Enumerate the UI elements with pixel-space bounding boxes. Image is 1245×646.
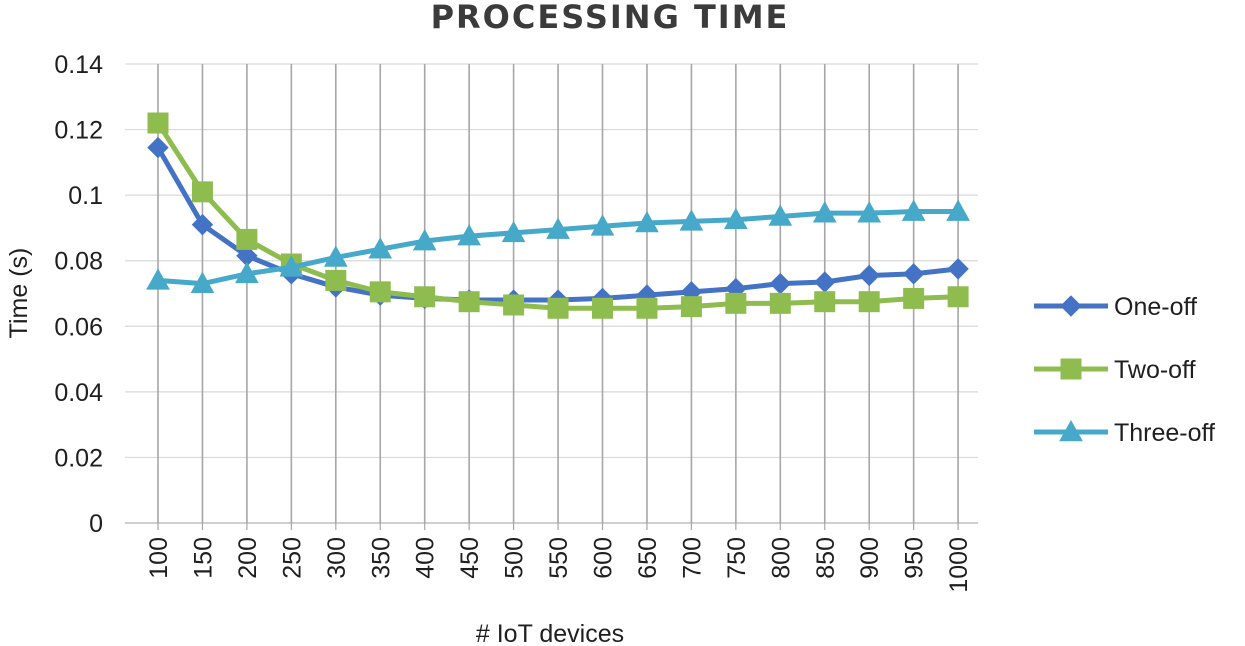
y-axis-tick-labels: 0 0.02 0.04 0.06 0.08 0.1 0.12 0.14 bbox=[54, 51, 103, 538]
data-point-three-off bbox=[323, 245, 348, 267]
x-tick-label: 850 bbox=[812, 537, 840, 579]
x-tick-label: 300 bbox=[323, 537, 351, 579]
data-point-two-off bbox=[236, 228, 258, 250]
x-tick-label: 400 bbox=[412, 537, 440, 579]
x-axis-title: # IoT devices bbox=[476, 620, 624, 646]
y-tick-label: 0.1 bbox=[68, 182, 103, 210]
legend: One-off Two-off Three-off bbox=[1034, 293, 1215, 447]
legend-label-two-off: Two-off bbox=[1114, 356, 1196, 384]
data-point-three-off bbox=[457, 224, 481, 246]
data-point-one-off bbox=[147, 136, 169, 159]
data-point-two-off bbox=[680, 296, 702, 318]
data-point-one-off bbox=[858, 264, 880, 287]
data-point-three-off bbox=[812, 201, 837, 223]
y-tick-label: 0.12 bbox=[54, 117, 103, 145]
legend-marker-one-off bbox=[1060, 295, 1082, 317]
data-point-three-off bbox=[901, 199, 926, 221]
data-point-one-off bbox=[947, 258, 969, 280]
y-tick-label: 0.02 bbox=[54, 444, 103, 472]
data-point-three-off bbox=[768, 204, 793, 226]
data-point-three-off bbox=[724, 207, 748, 230]
data-point-three-off bbox=[190, 271, 215, 293]
legend-marker-two-off bbox=[1060, 358, 1082, 380]
data-point-three-off bbox=[235, 261, 259, 284]
data-point-three-off bbox=[679, 209, 704, 231]
data-point-one-off bbox=[814, 271, 836, 293]
data-point-two-off bbox=[325, 269, 347, 291]
data-point-three-off bbox=[946, 199, 970, 221]
data-point-three-off bbox=[368, 237, 393, 259]
x-tick-label: 100 bbox=[145, 537, 173, 579]
data-point-two-off bbox=[947, 286, 969, 308]
legend-label-three-off: Three-off bbox=[1114, 419, 1215, 447]
data-point-two-off bbox=[503, 294, 525, 316]
data-point-one-off bbox=[769, 272, 792, 295]
data-point-two-off bbox=[636, 297, 658, 319]
x-tick-label: 900 bbox=[856, 537, 884, 579]
data-point-two-off bbox=[458, 291, 480, 313]
x-tick-label: 350 bbox=[367, 537, 395, 579]
x-tick-label: 600 bbox=[590, 537, 618, 579]
legend-marker-three-off bbox=[1059, 419, 1083, 442]
x-tick-label: 200 bbox=[234, 537, 262, 579]
x-tick-label: 450 bbox=[456, 537, 484, 579]
x-tick-label: 250 bbox=[278, 537, 306, 579]
data-point-two-off bbox=[725, 292, 747, 314]
data-point-three-off bbox=[279, 255, 304, 277]
data-point-two-off bbox=[547, 297, 569, 319]
data-point-two-off bbox=[903, 287, 925, 309]
x-tick-label: 800 bbox=[767, 537, 795, 579]
data-point-one-off bbox=[191, 213, 214, 236]
data-point-two-off bbox=[858, 291, 880, 313]
x-tick-label: 150 bbox=[189, 537, 217, 579]
y-tick-label: 0.04 bbox=[54, 379, 103, 407]
x-tick-label: 950 bbox=[901, 537, 929, 579]
data-point-three-off bbox=[635, 210, 659, 233]
y-tick-label: 0 bbox=[89, 510, 103, 538]
data-point-three-off bbox=[412, 229, 437, 251]
y-tick-label: 0.14 bbox=[54, 51, 103, 79]
x-tick-label: 750 bbox=[723, 537, 751, 579]
x-tick-label: 550 bbox=[545, 537, 573, 579]
y-tick-label: 0.06 bbox=[54, 313, 103, 341]
data-point-three-off bbox=[146, 268, 170, 290]
data-point-two-off bbox=[414, 286, 436, 308]
y-tick-label: 0.08 bbox=[54, 248, 103, 276]
data-point-three-off bbox=[857, 201, 882, 223]
data-point-three-off bbox=[546, 217, 570, 239]
y-axis-title: Time (s) bbox=[5, 248, 33, 339]
data-point-two-off bbox=[592, 297, 613, 319]
data-point-two-off bbox=[147, 112, 169, 134]
legend-label-one-off: One-off bbox=[1114, 293, 1197, 321]
chart-title: PROCESSING TIME bbox=[431, 0, 790, 36]
x-tick-label: 1000 bbox=[945, 537, 973, 593]
data-point-two-off bbox=[769, 292, 791, 314]
data-point-one-off bbox=[902, 263, 925, 285]
data-point-two-off bbox=[191, 181, 213, 203]
data-point-three-off bbox=[590, 214, 615, 236]
data-series bbox=[146, 112, 970, 319]
data-point-two-off bbox=[369, 281, 391, 303]
data-point-three-off bbox=[501, 220, 526, 243]
x-axis-tick-labels: 100 150 200 250 300 350 400 450 500 550 600 650 700 7… bbox=[145, 537, 973, 593]
x-tick-label: 650 bbox=[634, 537, 662, 579]
x-tick-label: 500 bbox=[501, 537, 529, 579]
x-tick-label: 700 bbox=[678, 537, 706, 579]
data-point-two-off bbox=[814, 291, 836, 313]
